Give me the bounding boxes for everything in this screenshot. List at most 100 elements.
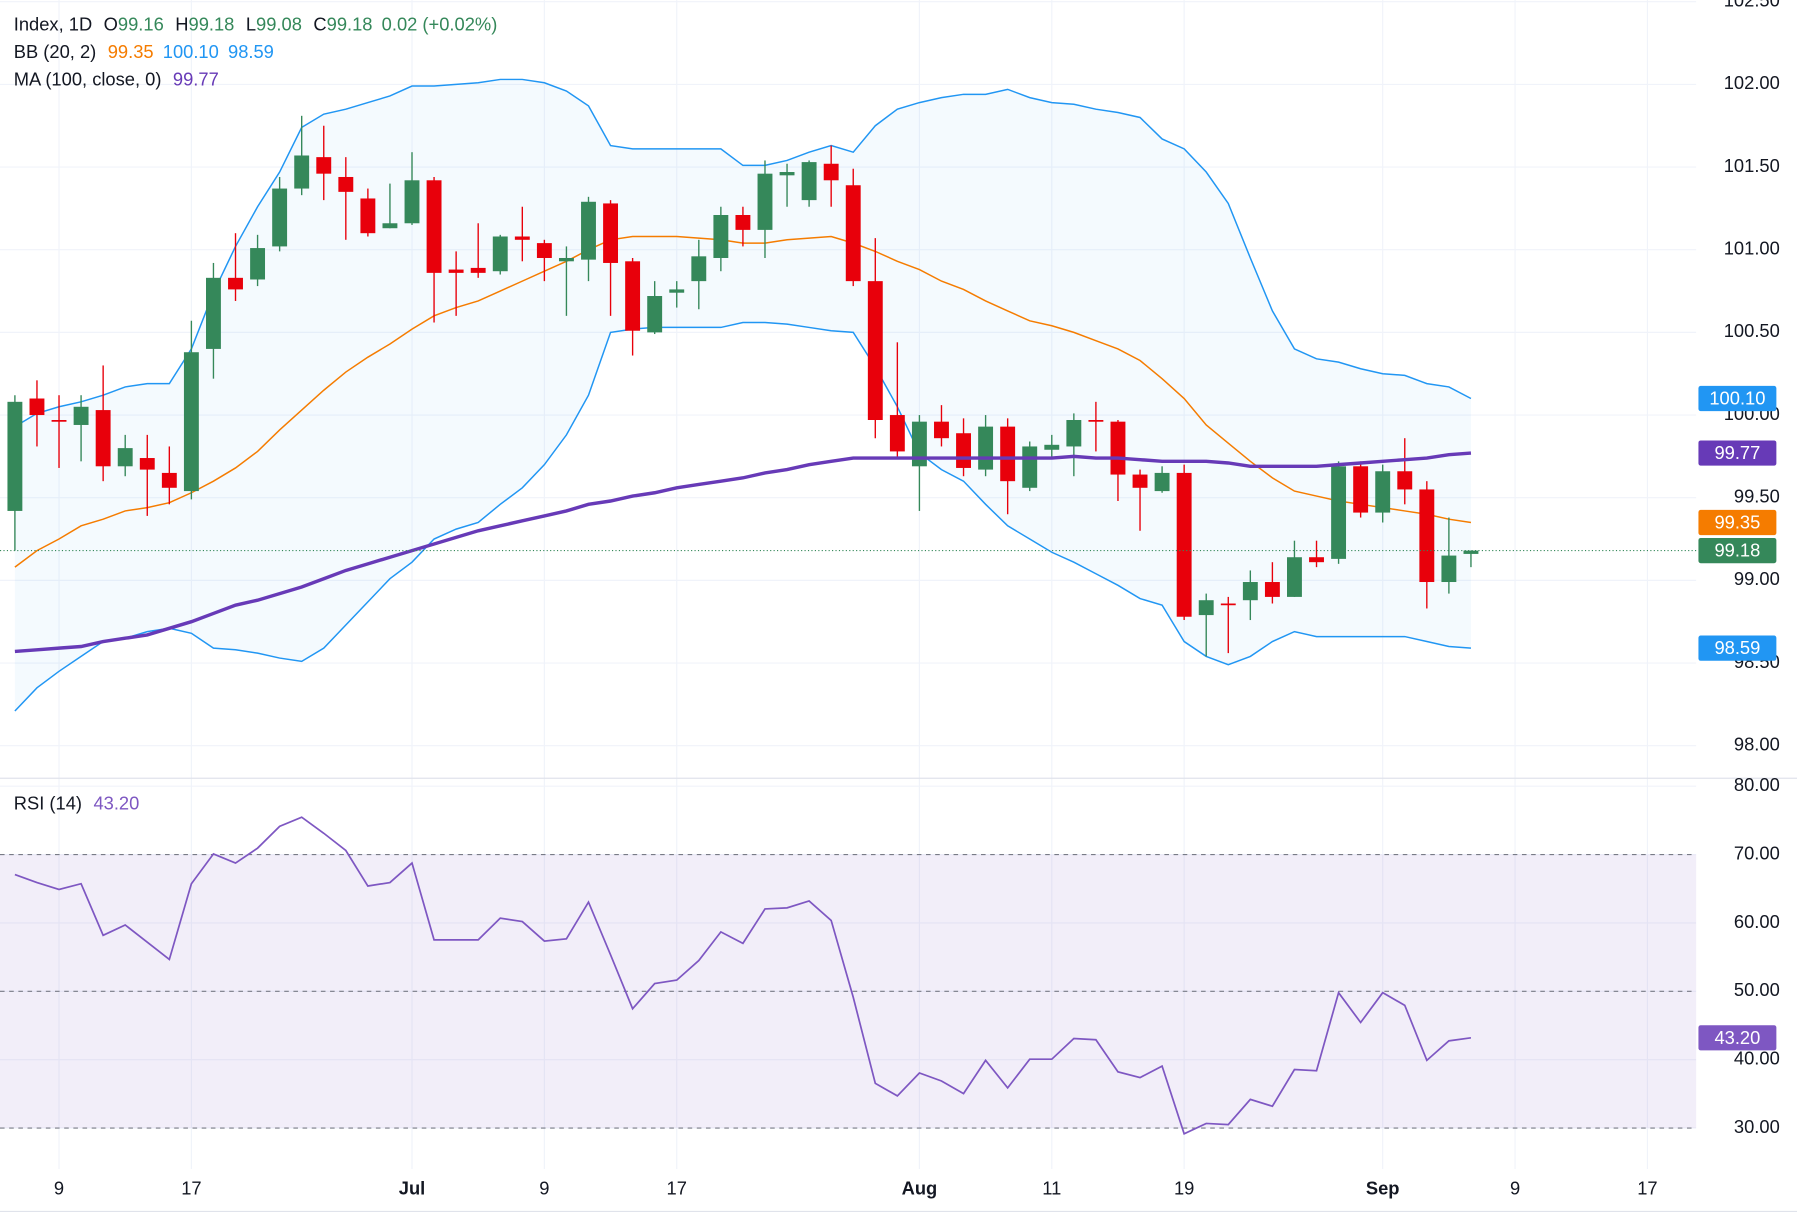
- x-tick-label: Sep: [1366, 1178, 1400, 1199]
- rsi-line: [14, 816, 1472, 1135]
- candle-body: [382, 223, 398, 229]
- candle-body: [978, 426, 994, 470]
- ohlc-value: 99.16: [118, 13, 164, 34]
- rsi-tick-label: 70.00: [1734, 842, 1780, 863]
- price-badge: [1698, 440, 1777, 466]
- legend-line: RSI (14) 43.20: [14, 792, 140, 813]
- candle-body: [1419, 489, 1435, 583]
- x-tick-label: Jul: [399, 1178, 425, 1199]
- candle-body: [514, 236, 530, 240]
- candle-body: [647, 296, 663, 333]
- rsi-tick-label: 60.00: [1734, 911, 1780, 932]
- overlay-layer: [0, 451, 1697, 654]
- candle-body: [1022, 446, 1038, 488]
- price-badge: [1698, 1025, 1777, 1051]
- ohlc-key: O: [104, 13, 118, 34]
- ma-value: 99.77: [173, 68, 219, 89]
- candle-body: [801, 162, 817, 201]
- x-tick-label: 9: [1510, 1178, 1520, 1199]
- bb-upper-value: 100.10: [163, 41, 219, 62]
- candle-body: [1176, 472, 1192, 617]
- candle-body: [536, 243, 552, 258]
- candle-body: [1463, 550, 1479, 554]
- y-tick-label: 98.00: [1734, 734, 1780, 755]
- candle-body: [1198, 600, 1214, 616]
- candle-body: [73, 406, 89, 425]
- bb-upper-line: [14, 78, 1472, 428]
- rsi-tick-label: 30.00: [1734, 1116, 1780, 1137]
- candle-body: [1331, 466, 1347, 559]
- candle-body: [558, 257, 574, 262]
- x-tick-label: 9: [539, 1178, 549, 1199]
- candle-body: [1088, 420, 1104, 422]
- candle-body: [845, 185, 861, 282]
- candle-body: [867, 281, 883, 421]
- y-tick-label: 102.00: [1724, 72, 1780, 93]
- x-tick-label: 17: [181, 1178, 201, 1199]
- candle-body: [117, 448, 133, 467]
- x-tick-label: 9: [54, 1178, 64, 1199]
- candle-body: [139, 458, 155, 470]
- candle-body: [7, 401, 23, 511]
- candle-body: [404, 180, 420, 224]
- y-tick-label: 101.00: [1724, 238, 1780, 259]
- x-tick-label: 17: [1637, 1178, 1657, 1199]
- candle-body: [161, 472, 177, 488]
- ohlc-key: L: [246, 13, 256, 34]
- candle-body: [95, 410, 111, 467]
- candle-body: [1132, 474, 1148, 488]
- candle-body: [1044, 444, 1060, 450]
- bb-label: BB (20, 2): [14, 41, 97, 62]
- ohlc-value: 99.18: [189, 13, 235, 34]
- ma-line: [14, 451, 1472, 654]
- y-tick-label: 100.50: [1724, 320, 1780, 341]
- candle-body: [1441, 555, 1457, 583]
- price-badge-label: 99.77: [1714, 442, 1760, 463]
- candle-body: [956, 433, 971, 468]
- candle-body: [735, 215, 751, 230]
- candle-body: [1353, 466, 1369, 513]
- price-badge: [1698, 509, 1777, 536]
- price-badge-label: 99.35: [1714, 511, 1760, 532]
- price-badge-label: 99.18: [1714, 540, 1760, 561]
- axis-layer: 9 17 Jul 9 17 Aug 11 19 Sep 9 1798.0098.5099.0099.…: [54, 0, 1780, 1199]
- candle-layer: [7, 115, 1479, 657]
- candle-body: [360, 198, 376, 234]
- legend-line: BB (20, 2) 99.35 100.10 98.59: [14, 41, 274, 62]
- candle-body: [669, 289, 685, 293]
- candle-body: [492, 236, 508, 272]
- x-tick-label: Aug: [902, 1178, 938, 1199]
- bb-fill: [14, 79, 1471, 711]
- legend-line: MA (100, close, 0) 99.77: [14, 68, 219, 89]
- ohlc-key: H: [175, 13, 188, 34]
- candle-body: [1000, 426, 1016, 482]
- price-badge: [1698, 635, 1777, 661]
- price-badge: [1698, 538, 1777, 564]
- candle-body: [29, 398, 45, 416]
- candle-body: [603, 203, 619, 263]
- candle-body: [889, 415, 905, 452]
- candle-body: [51, 420, 67, 422]
- y-tick-label: 99.50: [1734, 486, 1780, 507]
- candle-body: [1154, 472, 1170, 492]
- bb-lower-line: [14, 321, 1472, 712]
- candle-body: [625, 261, 641, 331]
- candle-body: [448, 269, 464, 273]
- candle-body: [1220, 603, 1236, 606]
- candle-body: [779, 172, 795, 176]
- bb-basis-value: 99.35: [108, 41, 154, 62]
- rsi-label: RSI (14): [14, 792, 82, 813]
- candle-body: [470, 267, 486, 273]
- candle-body: [183, 352, 199, 492]
- rsi-tick-label: 80.00: [1734, 774, 1780, 795]
- x-tick-label: 19: [1174, 1178, 1194, 1199]
- rsi-tick-label: 40.00: [1734, 1048, 1780, 1069]
- candle-body: [316, 157, 332, 174]
- candle-body: [911, 421, 927, 467]
- legend-line: Index, 1D O99.16 H99.18 L99.08 C99.18 0.02 (+…: [14, 13, 498, 34]
- fill-layer: [0, 79, 1697, 1129]
- price-badge: [1698, 385, 1777, 412]
- candle-body: [691, 256, 707, 282]
